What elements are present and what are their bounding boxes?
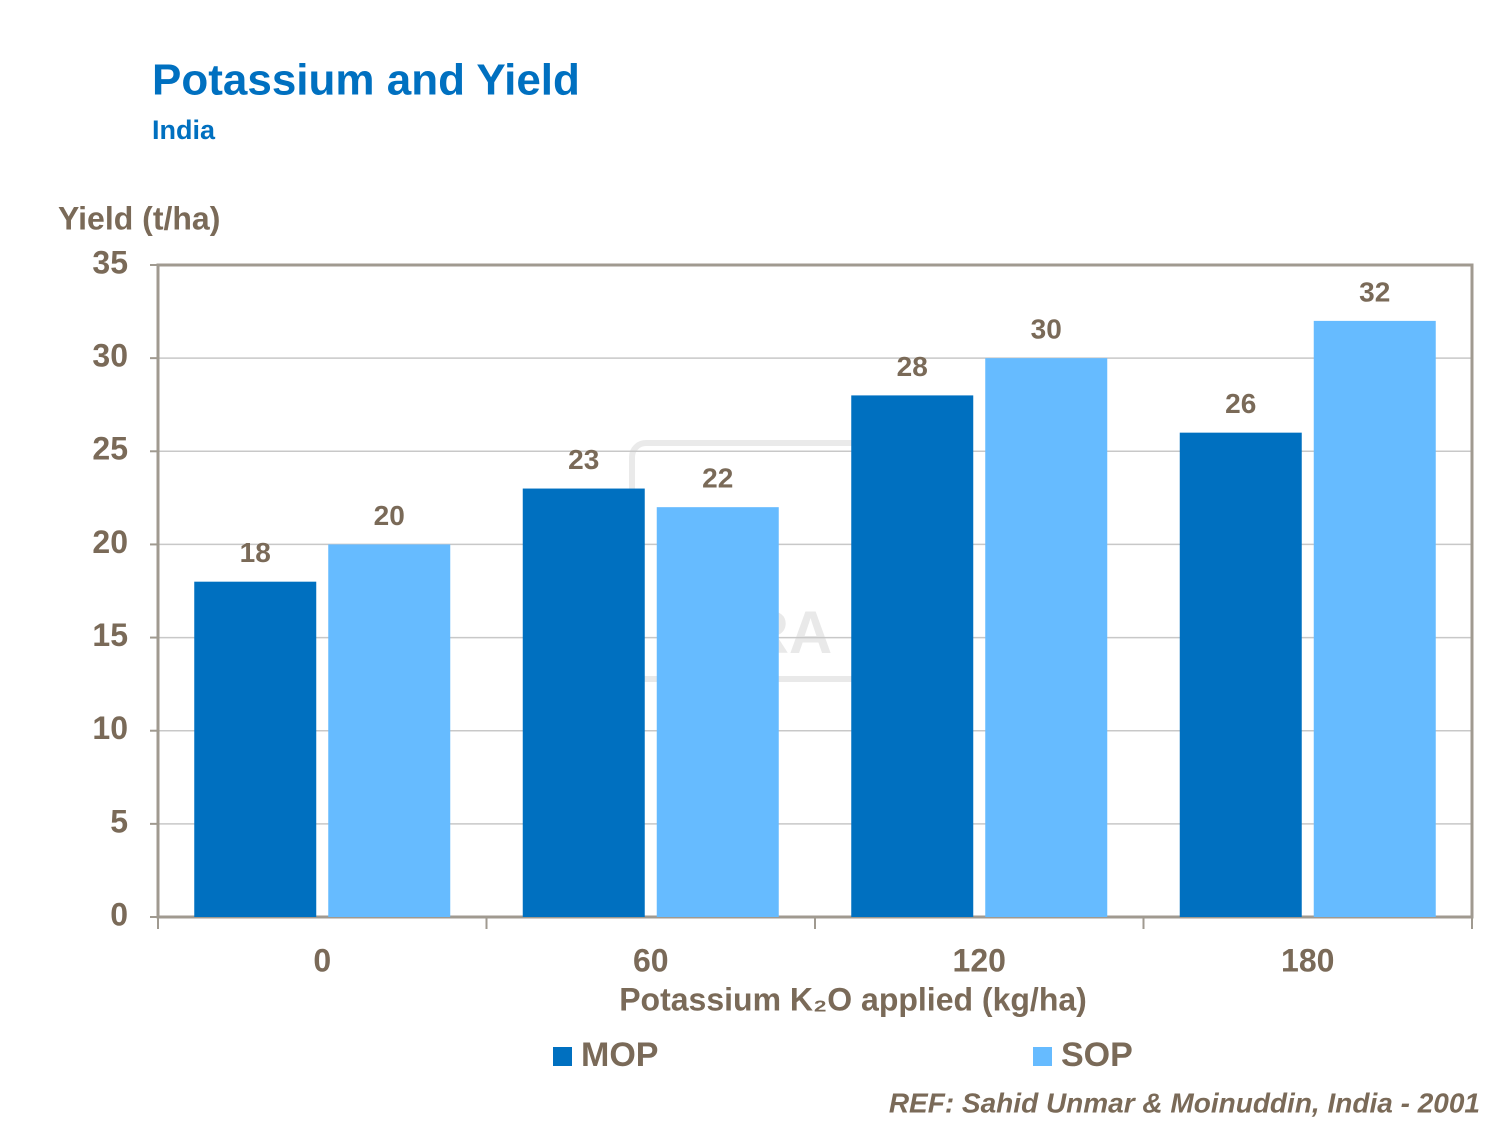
legend-label: SOP <box>1061 1036 1133 1074</box>
bar <box>985 358 1108 918</box>
x-tick-label: 0 <box>313 942 331 978</box>
legend-swatch <box>553 1047 572 1066</box>
y-tick-label: 10 <box>92 710 128 746</box>
data-label: 18 <box>240 537 271 568</box>
bar <box>851 395 974 917</box>
data-label: 26 <box>1225 388 1256 419</box>
data-label: 23 <box>568 444 599 475</box>
legend-label: MOP <box>581 1036 658 1074</box>
y-tick-label: 30 <box>92 338 128 374</box>
x-tick-label: 60 <box>633 942 669 978</box>
chart-subtitle: India <box>152 115 216 145</box>
chart-title: Potassium and Yield <box>152 56 580 105</box>
y-tick-label: 20 <box>92 524 128 560</box>
y-tick-label: 35 <box>92 244 128 280</box>
y-tick-label: 5 <box>110 803 128 839</box>
x-axis-title: Potassium K₂O applied (kg/ha) <box>619 981 1087 1017</box>
bar <box>522 488 645 917</box>
bar <box>1179 432 1302 917</box>
x-tick-label: 120 <box>953 942 1006 978</box>
y-tick-label: 0 <box>110 896 128 932</box>
bar <box>1313 320 1436 917</box>
legend-swatch <box>1033 1047 1052 1066</box>
data-label: 22 <box>702 463 733 494</box>
data-label: 32 <box>1359 276 1390 307</box>
bar <box>328 544 451 917</box>
x-tick-label: 180 <box>1281 942 1334 978</box>
data-label: 20 <box>374 500 405 531</box>
bar <box>194 581 317 917</box>
data-label: 30 <box>1031 314 1062 345</box>
y-axis-title: Yield (t/ha) <box>58 200 220 236</box>
y-tick-label: 25 <box>92 431 128 467</box>
bar <box>656 507 779 917</box>
reference-note: REF: Sahid Unmar & Moinuddin, India - 20… <box>889 1087 1480 1118</box>
y-tick-label: 15 <box>92 617 128 653</box>
data-label: 28 <box>897 351 928 382</box>
